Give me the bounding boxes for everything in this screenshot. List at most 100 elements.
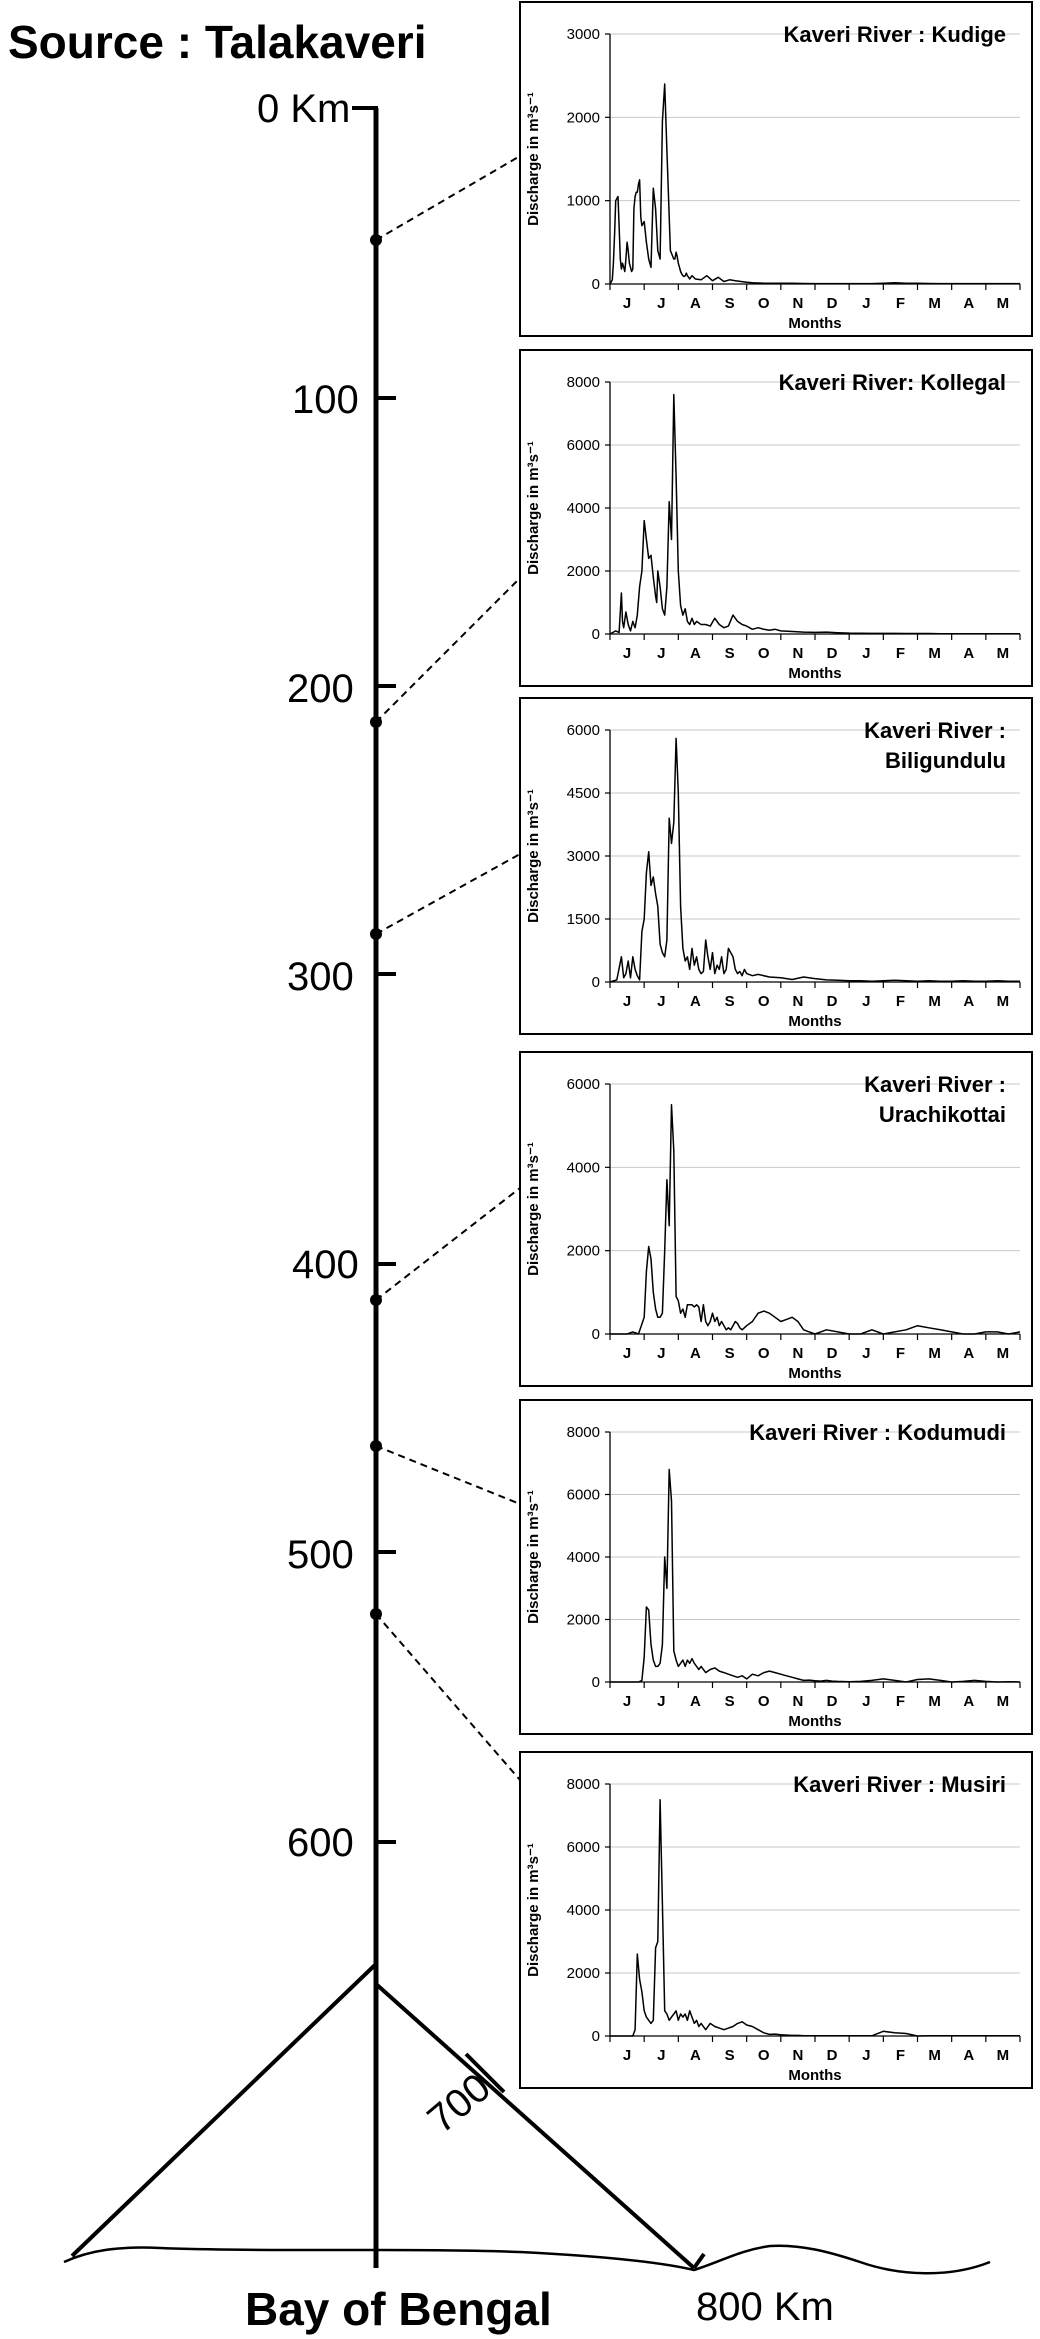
x-tick-label: S <box>725 993 735 1010</box>
y-tick-label: 0 <box>592 626 600 643</box>
km-label-800: 800 Km <box>696 2285 834 2329</box>
y-tick-label: 0 <box>592 1674 600 1691</box>
x-tick-label: D <box>827 2047 838 2064</box>
x-tick-label: A <box>690 2047 701 2064</box>
x-tick-label: J <box>657 1345 665 1362</box>
x-tick-label: A <box>690 645 701 662</box>
x-tick-label: D <box>827 1345 838 1362</box>
x-tick-label: M <box>928 993 941 1010</box>
x-tick-label: A <box>690 1693 701 1710</box>
chart-panel-kollegal: 0 2000 4000 6000 8000 J J A S O N D J F M A M Months Disch… <box>519 349 1033 687</box>
x-tick-label: F <box>896 645 905 662</box>
x-tick-label: N <box>792 1693 803 1710</box>
km-label-200: 200 <box>287 667 354 711</box>
x-axis-label: Months <box>788 665 841 682</box>
x-tick-label: J <box>657 645 665 662</box>
y-tick-label: 4000 <box>567 500 600 517</box>
chart-title: Kaveri River : Kodumudi <box>749 1420 1006 1445</box>
x-tick-label: J <box>862 1345 870 1362</box>
x-tick-label: M <box>997 1693 1010 1710</box>
y-tick-label: 4000 <box>567 1549 600 1566</box>
x-tick-label: M <box>928 295 941 312</box>
km-label-400: 400 <box>292 1243 359 1287</box>
leader-urachikottai <box>375 1187 521 1301</box>
chart-title: Kaveri River : Kudige <box>783 22 1006 47</box>
x-tick-label: O <box>758 295 770 312</box>
x-tick-label: N <box>792 1345 803 1362</box>
x-tick-label: M <box>928 2047 941 2064</box>
y-tick-label: 4500 <box>567 785 600 802</box>
chart-title: Kaveri River : Musiri <box>793 1772 1006 1797</box>
x-tick-label: A <box>690 295 701 312</box>
x-tick-label: J <box>657 2047 665 2064</box>
y-tick-label: 3000 <box>567 848 600 865</box>
x-tick-label: S <box>725 1345 735 1362</box>
leader-musiri <box>375 1613 521 1781</box>
x-axis-label: Months <box>788 1013 841 1030</box>
y-axis-label: Discharge in m³s⁻¹ <box>525 1490 542 1624</box>
discharge-series-line <box>610 1799 1020 2037</box>
x-tick-label: J <box>623 645 631 662</box>
x-tick-label: S <box>725 295 735 312</box>
x-tick-label: A <box>963 1693 974 1710</box>
x-tick-label: D <box>827 645 838 662</box>
station-dot-kodumudi <box>370 1440 382 1452</box>
km-ticks <box>376 396 396 1844</box>
station-dot-musiri <box>370 1608 382 1620</box>
x-tick-label: D <box>827 295 838 312</box>
y-tick-label: 2000 <box>567 1243 600 1260</box>
y-tick-label: 2000 <box>567 1612 600 1629</box>
x-tick-label: J <box>623 993 631 1010</box>
y-tick-label: 8000 <box>567 1424 600 1441</box>
chart-panel-kodumudi: 0 2000 4000 6000 8000 J J A S O N D J F M A M Months Disch… <box>519 1399 1033 1735</box>
station-markers <box>370 155 521 1781</box>
x-tick-label: F <box>896 2047 905 2064</box>
x-tick-label: M <box>997 1345 1010 1362</box>
x-tick-label: J <box>862 645 870 662</box>
x-tick-label: J <box>862 993 870 1010</box>
y-axis-label: Discharge in m³s⁻¹ <box>525 441 542 575</box>
x-tick-label: J <box>862 1693 870 1710</box>
station-dot-biligundulu <box>370 928 382 940</box>
discharge-series-line <box>610 1104 1021 1335</box>
x-tick-label: A <box>690 993 701 1010</box>
x-tick-label: M <box>997 993 1010 1010</box>
x-tick-label: A <box>963 993 974 1010</box>
chart-panel-urachikottai: 0 2000 4000 6000 J J A S O N D J F M A M Months Discharge… <box>519 1051 1033 1387</box>
x-tick-label: F <box>896 1345 905 1362</box>
km-label-100: 100 <box>292 378 359 422</box>
chart-frame <box>519 1051 1033 1387</box>
y-tick-label: 0 <box>592 1326 600 1343</box>
x-tick-label: J <box>623 2047 631 2064</box>
x-tick-label: S <box>725 1693 735 1710</box>
y-axis-label: Discharge in m³s⁻¹ <box>525 1843 542 1977</box>
x-tick-label: F <box>896 1693 905 1710</box>
y-tick-label: 1000 <box>567 193 600 210</box>
x-tick-label: O <box>758 2047 770 2064</box>
x-tick-label: S <box>725 2047 735 2064</box>
y-tick-label: 4000 <box>567 1902 600 1919</box>
x-tick-label: N <box>792 993 803 1010</box>
y-tick-label: 6000 <box>567 1839 600 1856</box>
x-tick-label: N <box>792 295 803 312</box>
mouth-label: Bay of Bengal <box>245 2283 552 2335</box>
chart-title: Kaveri River : <box>864 1072 1006 1097</box>
y-tick-label: 6000 <box>567 722 600 739</box>
x-tick-label: J <box>862 295 870 312</box>
leader-kodumudi <box>375 1445 521 1505</box>
x-tick-label: M <box>997 295 1010 312</box>
coastline <box>63 2244 991 2275</box>
y-tick-label: 2000 <box>567 1965 600 1982</box>
discharge-series-line <box>609 393 1020 635</box>
chart-panel-kudige: 0 1000 2000 3000 J J A S O N D J F M A M Months Discharge… <box>519 1 1033 337</box>
x-axis-label: Months <box>788 1713 841 1730</box>
x-tick-label: D <box>827 993 838 1010</box>
y-tick-label: 3000 <box>567 26 600 43</box>
x-tick-label: J <box>623 295 631 312</box>
discharge-series-line <box>609 737 1020 983</box>
x-tick-label: A <box>963 645 974 662</box>
y-axis-label: Discharge in m³s⁻¹ <box>525 92 542 226</box>
chart-title: Biligundulu <box>885 748 1006 773</box>
leader-kollegal <box>375 577 521 723</box>
